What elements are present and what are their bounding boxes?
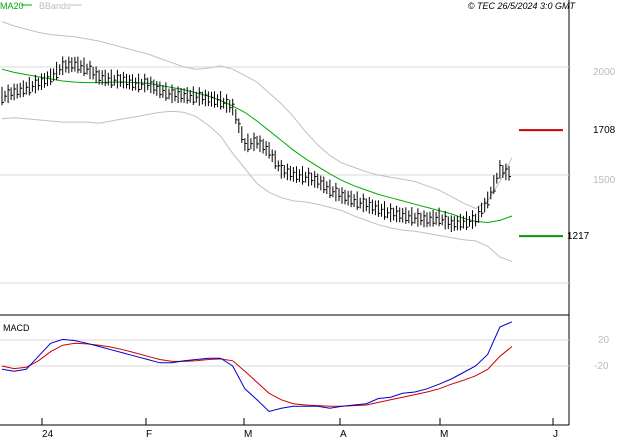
support-label: 1217: [567, 231, 590, 242]
x-tick-label-mar: M: [244, 429, 252, 440]
ma-group: [1, 68, 513, 224]
bbands-lower-line: [1, 110, 513, 262]
y-tick-label-1500: 1500: [593, 175, 616, 186]
level-lines-group: [519, 129, 563, 238]
ma-legend-label: MA20: [0, 1, 24, 11]
macd-tick-label-20: 20: [598, 335, 610, 346]
x-tick-label-may: M: [440, 429, 448, 440]
bbands-legend-label: BBands: [39, 1, 71, 11]
x-tick-label-apr: A: [340, 429, 347, 440]
y-tick-label-2000: 2000: [593, 67, 616, 78]
x-tick-label-jun: J: [553, 429, 558, 440]
price-bars-group: [1, 56, 511, 232]
macd-group: [1, 321, 513, 413]
resistance-label: 1708: [593, 125, 616, 136]
macd-title: MACD: [3, 323, 30, 333]
x-tick-label-jan: 24: [42, 429, 54, 440]
copyright-text: © TEC 26/5/2024 3:0 GMT: [468, 1, 577, 11]
macd-signal-line: [1, 342, 513, 407]
x-tick-label-feb: F: [146, 429, 152, 440]
macd-line: [1, 321, 513, 413]
axis-ticks-group: [41, 418, 554, 425]
bbands-group: [1, 21, 513, 262]
bbands-upper-line: [1, 21, 513, 210]
macd-tick-label-minus20: -20: [594, 361, 609, 372]
price-panel: [0, 0, 569, 308]
ma20-line: [1, 68, 513, 224]
